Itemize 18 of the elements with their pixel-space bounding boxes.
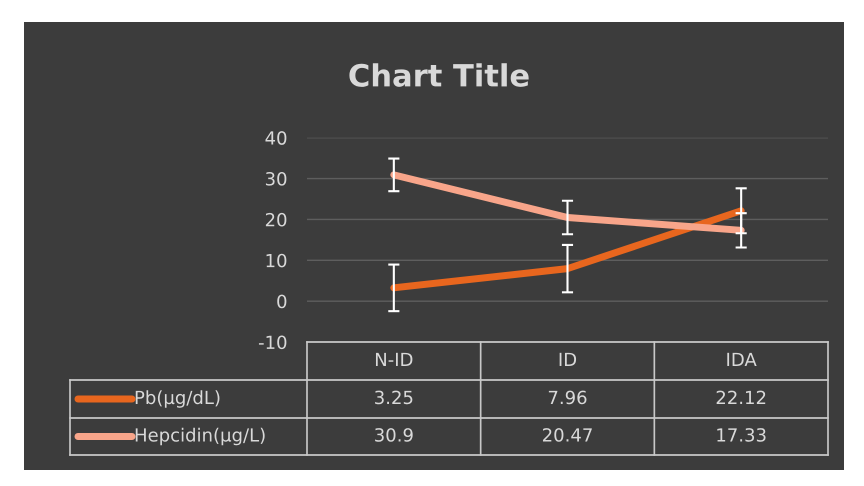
x-tick-label: N-ID [376, 352, 412, 366]
chart-title: Chart Title [349, 63, 529, 87]
data-label: 30.9 [375, 428, 413, 442]
y-tick-label: 0 [277, 294, 286, 308]
y-tick-label: 30 [266, 172, 286, 186]
data-label: 17.33 [717, 428, 766, 442]
y-tick-label: 10 [266, 254, 286, 268]
legend-label: Hepcidin(µg/L) [136, 428, 265, 446]
y-tick-label: -10 [258, 335, 286, 350]
data-label: 7.96 [548, 390, 586, 404]
y-tick-label: 20 [266, 212, 286, 227]
data-label: 20.47 [542, 428, 592, 442]
x-tick-label: IDA [727, 352, 757, 366]
legend-label: Pb(µg/dL) [136, 390, 220, 408]
x-tick-label: ID [560, 352, 576, 366]
data-label: 3.25 [375, 390, 412, 404]
y-tick-label: 40 [265, 131, 286, 145]
data-label: 22.12 [716, 390, 766, 404]
